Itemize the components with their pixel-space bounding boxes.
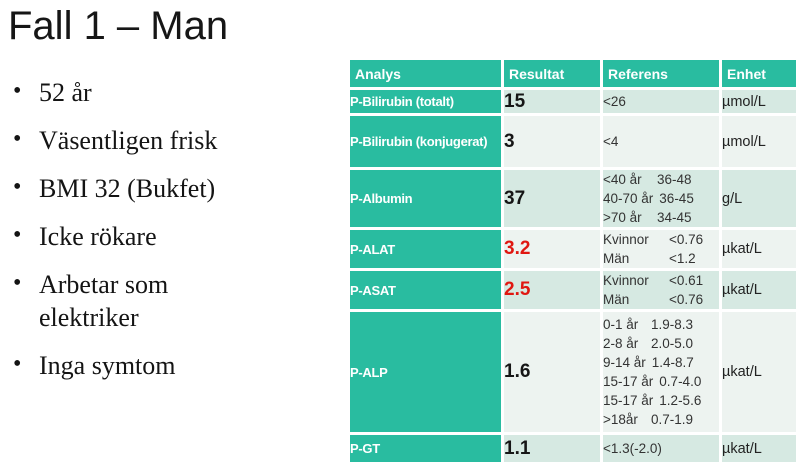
- reference-cell: <26: [603, 90, 719, 113]
- list-item: • Väsentligen frisk: [10, 124, 238, 157]
- reference-label: 2-8 år: [603, 336, 639, 351]
- bullet-icon: •: [13, 351, 22, 377]
- bullet-icon: •: [13, 126, 22, 152]
- bullet-text: Icke rökare: [39, 222, 157, 251]
- reference-value: 0.7-1.9: [651, 412, 694, 427]
- analyte-cell: P-Albumin: [350, 170, 501, 227]
- list-item: • Inga symtom: [10, 349, 238, 382]
- unit-cell: g/L: [722, 170, 796, 227]
- bullet-text: Arbetar som elektriker: [39, 270, 169, 332]
- reference-value: 36-45: [659, 191, 694, 206]
- reference-label: Kvinnor: [603, 273, 649, 288]
- reference-label: >18år: [603, 412, 638, 427]
- reference-label: Kvinnor: [603, 232, 649, 247]
- result-cell: 1.1: [504, 435, 600, 462]
- header-row: Analys Resultat Referens Enhet: [350, 60, 796, 87]
- reference-value: 1.9-8.3: [651, 317, 694, 332]
- reference-value: 2.0-5.0: [651, 336, 694, 351]
- result-cell: 37: [504, 170, 600, 227]
- unit-cell: µmol/L: [722, 90, 796, 113]
- list-item: • Arbetar som elektriker: [10, 268, 238, 334]
- bullet-text: BMI 32 (Bukfet): [39, 174, 216, 203]
- patient-facts-list: • 52 år • Väsentligen frisk • BMI 32 (Bukfe…: [10, 76, 238, 397]
- reference-cell: Kvinnor <0.61 Män <0.76: [603, 271, 719, 309]
- reference-value: 1.4-8.7: [651, 355, 694, 370]
- table-row: P-Bilirubin (totalt) 15 <26 µmol/L: [350, 90, 796, 113]
- reference-label: 15-17 år: [603, 374, 654, 389]
- reference-value: <0.76: [669, 232, 704, 247]
- lab-results-table: Analys Resultat Referens Enhet P-Bilirub…: [347, 57, 799, 465]
- analyte-cell: P-ALAT: [350, 230, 501, 268]
- reference-label: Män: [603, 292, 630, 307]
- table-row: P-Bilirubin (konjugerat) 3 <4 µmol/L: [350, 116, 796, 167]
- list-item: • Icke rökare: [10, 220, 238, 253]
- result-cell: 15: [504, 90, 600, 113]
- column-header-resultat: Resultat: [504, 60, 600, 87]
- reference-label: Män: [603, 251, 630, 266]
- unit-cell: µmol/L: [722, 116, 796, 167]
- reference-value: 0.7-4.0: [659, 374, 702, 389]
- list-item: • BMI 32 (Bukfet): [10, 172, 238, 205]
- reference-value: 36-48: [657, 172, 692, 187]
- bullet-icon: •: [13, 270, 22, 296]
- page-title: Fall 1 – Man: [8, 4, 229, 48]
- reference-cell: 0-1 år 1.9-8.3 2-8 år 2.0-5.0 9-14 år 1.4-8…: [603, 312, 719, 432]
- column-header-analys: Analys: [350, 60, 501, 87]
- bullet-text: Väsentligen frisk: [39, 126, 218, 155]
- reference-cell: Kvinnor <0.76 Män <1.2: [603, 230, 719, 268]
- reference-value: 34-45: [657, 210, 692, 225]
- analyte-cell: P-ALP: [350, 312, 501, 432]
- list-item: • 52 år: [10, 76, 238, 109]
- analyte-cell: P-Bilirubin (totalt): [350, 90, 501, 113]
- result-cell: 3: [504, 116, 600, 167]
- analyte-cell: P-Bilirubin (konjugerat): [350, 116, 501, 167]
- reference-label: >70 år: [603, 210, 642, 225]
- bullet-icon: •: [13, 174, 22, 200]
- bullet-text: 52 år: [39, 78, 92, 107]
- bullet-icon: •: [13, 78, 22, 104]
- result-cell: 1.6: [504, 312, 600, 432]
- reference-value: <1.3(-2.0): [603, 441, 662, 456]
- reference-cell: <4: [603, 116, 719, 167]
- reference-value: <0.61: [669, 273, 704, 288]
- result-cell-abnormal: 3.2: [504, 230, 600, 268]
- unit-cell: µkat/L: [722, 312, 796, 432]
- reference-label: 9-14 år: [603, 355, 646, 370]
- analyte-cell: P-GT: [350, 435, 501, 462]
- reference-label: 0-1 år: [603, 317, 639, 332]
- column-header-enhet: Enhet: [722, 60, 796, 87]
- table-row: P-GT 1.1 <1.3(-2.0) µkat/L: [350, 435, 796, 462]
- reference-value: 1.2-5.6: [659, 393, 702, 408]
- reference-label: 15-17 år: [603, 393, 654, 408]
- reference-label: <40 år: [603, 172, 642, 187]
- reference-label: 40-70 år: [603, 191, 654, 206]
- table-row: P-ALAT 3.2 Kvinnor <0.76 Män <1.2 µkat/L: [350, 230, 796, 268]
- table-row: P-ALP 1.6 0-1 år 1.9-8.3 2-8 år 2.0-5.0 9-…: [350, 312, 796, 432]
- reference-value: <1.2: [669, 251, 696, 266]
- bullet-icon: •: [13, 222, 22, 248]
- reference-value: <4: [603, 134, 619, 149]
- reference-cell: <40 år 36-48 40-70 år 36-45 >70 år 34-45: [603, 170, 719, 227]
- analyte-cell: P-ASAT: [350, 271, 501, 309]
- table-row: P-Albumin 37 <40 år 36-48 40-70 år 36-45 >…: [350, 170, 796, 227]
- reference-cell: <1.3(-2.0): [603, 435, 719, 462]
- reference-value: <0.76: [669, 292, 704, 307]
- unit-cell: µkat/L: [722, 230, 796, 268]
- reference-value: <26: [603, 94, 626, 109]
- table-row: P-ASAT 2.5 Kvinnor <0.61 Män <0.76 µkat/L: [350, 271, 796, 309]
- column-header-referens: Referens: [603, 60, 719, 87]
- unit-cell: µkat/L: [722, 271, 796, 309]
- unit-cell: µkat/L: [722, 435, 796, 462]
- result-cell-abnormal: 2.5: [504, 271, 600, 309]
- bullet-text: Inga symtom: [39, 351, 176, 380]
